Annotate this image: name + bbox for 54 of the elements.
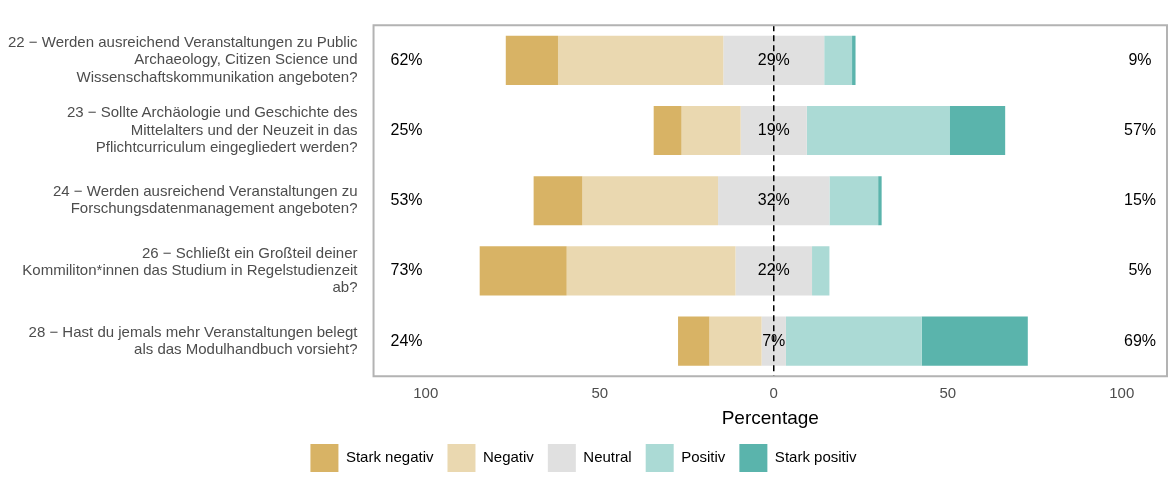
x-tick-label: 50 <box>591 384 609 402</box>
annotation: 69% <box>1123 331 1157 349</box>
bar <box>740 105 807 156</box>
annotation: 57% <box>1123 120 1157 138</box>
y-tick-label: 28 − Hast du jemals mehr Veranstaltungen belegt als das Modulhandbuch vorsieht? <box>28 322 359 357</box>
annotation: 7% <box>762 331 786 349</box>
bar <box>785 316 922 366</box>
bar <box>806 105 950 156</box>
x-tick-label: 0 <box>769 384 778 402</box>
bar <box>829 176 879 226</box>
bar <box>582 176 719 226</box>
annotation: 29% <box>757 50 790 68</box>
bar <box>566 246 736 296</box>
bar <box>723 35 825 85</box>
bar <box>557 35 724 85</box>
annotation: 53% <box>390 191 423 209</box>
bar <box>878 176 882 226</box>
bar <box>949 105 1006 156</box>
y-tick-label: 26 − Schließt ein Großteil deiner Kommiliton*innen das Studium in Regelstudienzeit ab? <box>22 243 359 296</box>
bar <box>921 316 1028 366</box>
y-tick-label: 22 − Werden ausreichend Veranstaltungen zu Public Archaeology, Citizen Science und Wissenschaftskommunikation angeboten? <box>7 33 359 85</box>
x-axis-title: Percentage <box>721 406 819 428</box>
bar <box>852 35 856 85</box>
annotation: 22% <box>757 261 790 279</box>
legend-label: Neutral <box>583 448 632 466</box>
y-tick-label: 24 − Werden ausreichend Veranstaltungen zu Forschungsdatenmanagement angeboten? <box>53 182 358 217</box>
annotation: 9% <box>1128 50 1152 68</box>
annotation: 32% <box>757 191 790 209</box>
bar <box>505 35 558 85</box>
x-tick-label: 100 <box>1109 384 1135 402</box>
x-tick-label: 50 <box>939 384 957 402</box>
y-tick-label: 23 − Sollte Archäologie und Geschichte des Mittelalters und der Neuzeit in das Pflichtcurriculum eingegliedert werden? <box>66 103 358 155</box>
bar <box>718 176 830 226</box>
x-tick-label: 100 <box>413 384 439 402</box>
bar <box>681 105 741 156</box>
annotation: 5% <box>1128 261 1152 279</box>
bar <box>653 105 682 156</box>
legend-label: Stark negativ <box>345 448 434 466</box>
legend-label: Positiv <box>681 448 726 466</box>
annotation: 19% <box>757 120 790 138</box>
annotation: 73% <box>390 261 423 279</box>
legend-label: Stark positiv <box>774 448 858 466</box>
bar <box>533 176 583 226</box>
bar <box>735 246 813 296</box>
annotation: 24% <box>390 331 423 349</box>
bar <box>812 246 830 296</box>
bar <box>678 316 710 366</box>
annotation: 62% <box>390 50 423 68</box>
annotation: 15% <box>1123 191 1157 209</box>
bar <box>824 35 853 85</box>
annotation: 25% <box>390 120 423 138</box>
bar <box>479 246 567 296</box>
bar <box>709 316 762 366</box>
legend-label: Negativ <box>482 448 535 466</box>
